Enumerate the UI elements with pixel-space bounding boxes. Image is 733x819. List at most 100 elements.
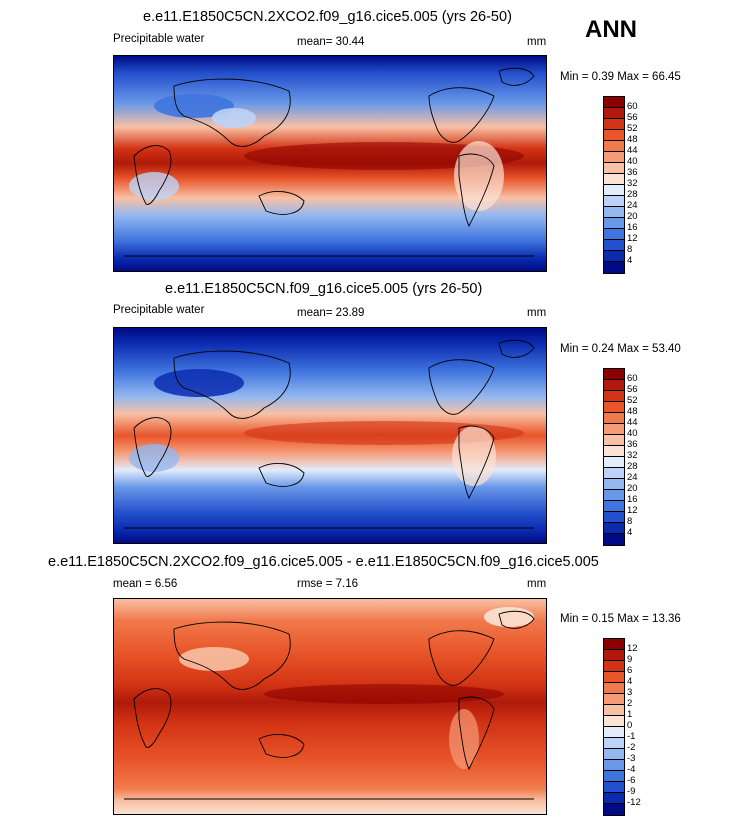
panel1-map bbox=[113, 55, 547, 272]
panel1-colorbar-swatch bbox=[604, 196, 624, 207]
panel1-colorbar-swatch bbox=[604, 163, 624, 174]
panel1-colorbar-swatch bbox=[604, 262, 624, 273]
panel2-colorbar-swatch bbox=[604, 435, 624, 446]
colorbar-tick-label: 24 bbox=[627, 472, 638, 483]
panel2-title: e.e11.E1850C5CN.f09_g16.cice5.005 (yrs 2… bbox=[165, 281, 483, 297]
panel1-colorbar bbox=[603, 96, 625, 274]
colorbar-tick-label: 44 bbox=[627, 145, 638, 156]
colorbar-tick-label: 12 bbox=[627, 233, 638, 244]
panel1-colorbar-swatch bbox=[604, 240, 624, 251]
panel1-colorbar-swatch bbox=[604, 251, 624, 262]
panel2-units: mm bbox=[527, 307, 547, 319]
panel3-rmse-label: rmse = 7.16 bbox=[297, 578, 359, 590]
colorbar-tick-label: 52 bbox=[627, 395, 638, 406]
panel3-colorbar-swatch bbox=[604, 760, 624, 771]
panel3-map bbox=[113, 598, 547, 815]
panel1-colorbar-swatch bbox=[604, 141, 624, 152]
panel2-colorbar bbox=[603, 368, 625, 546]
panel3-units: mm bbox=[527, 578, 547, 590]
colorbar-tick-label: -4 bbox=[627, 764, 636, 775]
colorbar-tick-label: 4 bbox=[627, 255, 633, 266]
panel3-colorbar-swatch bbox=[604, 727, 624, 738]
panel3-colorbar-swatch bbox=[604, 694, 624, 705]
colorbar-tick-label: 48 bbox=[627, 406, 638, 417]
colorbar-tick-label: -2 bbox=[627, 742, 636, 753]
colorbar-tick-label: 28 bbox=[627, 461, 638, 472]
colorbar-tick-label: 40 bbox=[627, 428, 638, 439]
colorbar-tick-label: 4 bbox=[627, 527, 633, 538]
colorbar-tick-label: 56 bbox=[627, 384, 638, 395]
panel3-title: e.e11.E1850C5CN.2XCO2.f09_g16.cice5.005 … bbox=[48, 554, 599, 570]
panel1-colorbar-swatch bbox=[604, 97, 624, 108]
colorbar-tick-label: 8 bbox=[627, 516, 633, 527]
panel3-colorbar-swatch bbox=[604, 749, 624, 760]
panel2-colorbar-swatch bbox=[604, 468, 624, 479]
colorbar-tick-label: 48 bbox=[627, 134, 638, 145]
panel2-colorbar-swatch bbox=[604, 380, 624, 391]
colorbar-tick-label: 28 bbox=[627, 189, 638, 200]
colorbar-tick-label: 60 bbox=[627, 373, 638, 384]
panel3-colorbar-swatch bbox=[604, 782, 624, 793]
panel2-colorbar-swatch bbox=[604, 402, 624, 413]
panel3-minmax: Min = 0.15 Max = 13.36 bbox=[560, 613, 681, 625]
panel2-colorbar-swatch bbox=[604, 413, 624, 424]
colorbar-tick-label: 12 bbox=[627, 505, 638, 516]
panel3-colorbar-swatch bbox=[604, 771, 624, 782]
panel1-colorbar-swatch bbox=[604, 152, 624, 163]
panel1-title: e.e11.E1850C5CN.2XCO2.f09_g16.cice5.005 … bbox=[143, 9, 512, 25]
colorbar-tick-label: 9 bbox=[627, 654, 633, 665]
panel2-colorbar-swatch bbox=[604, 369, 624, 380]
colorbar-tick-label: 20 bbox=[627, 211, 638, 222]
panel3-colorbar-swatch bbox=[604, 672, 624, 683]
panel2-mean-label: mean= 23.89 bbox=[297, 307, 365, 319]
colorbar-tick-label: 16 bbox=[627, 494, 638, 505]
panel1-units: mm bbox=[527, 36, 547, 48]
panel3-colorbar-swatch bbox=[604, 793, 624, 804]
panel1-colorbar-swatch bbox=[604, 229, 624, 240]
panel3-colorbar-swatch bbox=[604, 683, 624, 694]
colorbar-tick-label: -1 bbox=[627, 731, 636, 742]
panel3-colorbar-swatch bbox=[604, 650, 624, 661]
colorbar-tick-label: 8 bbox=[627, 244, 633, 255]
panel1-colorbar-swatch bbox=[604, 108, 624, 119]
panel2-minmax: Min = 0.24 Max = 53.40 bbox=[560, 343, 681, 355]
panel2-colorbar-swatch bbox=[604, 490, 624, 501]
colorbar-tick-label: 4 bbox=[627, 676, 633, 687]
panel2-colorbar-swatch bbox=[604, 523, 624, 534]
panel1-colorbar-swatch bbox=[604, 185, 624, 196]
colorbar-tick-label: 36 bbox=[627, 439, 638, 450]
panel1-colorbar-swatch bbox=[604, 218, 624, 229]
colorbar-tick-label: 16 bbox=[627, 222, 638, 233]
colorbar-tick-label: 6 bbox=[627, 665, 633, 676]
panel2-map bbox=[113, 327, 547, 544]
panel3-colorbar-swatch bbox=[604, 738, 624, 749]
panel3-colorbar bbox=[603, 638, 625, 816]
colorbar-tick-label: 32 bbox=[627, 450, 638, 461]
colorbar-tick-label: 24 bbox=[627, 200, 638, 211]
panel3-colorbar-swatch bbox=[604, 705, 624, 716]
panel3-colorbar-swatch bbox=[604, 804, 624, 815]
panel1-colorbar-swatch bbox=[604, 207, 624, 218]
colorbar-tick-label: 32 bbox=[627, 178, 638, 189]
colorbar-tick-label: 20 bbox=[627, 483, 638, 494]
colorbar-tick-label: -12 bbox=[627, 797, 641, 808]
panel2-colorbar-swatch bbox=[604, 424, 624, 435]
colorbar-tick-label: -3 bbox=[627, 753, 636, 764]
panel2-colorbar-swatch bbox=[604, 446, 624, 457]
colorbar-tick-label: 40 bbox=[627, 156, 638, 167]
colorbar-tick-label: -6 bbox=[627, 775, 636, 786]
colorbar-tick-label: 60 bbox=[627, 101, 638, 112]
colorbar-tick-label: 36 bbox=[627, 167, 638, 178]
colorbar-tick-label: -9 bbox=[627, 786, 636, 797]
colorbar-tick-label: 44 bbox=[627, 417, 638, 428]
panel1-colorbar-swatch bbox=[604, 119, 624, 130]
panel2-colorbar-swatch bbox=[604, 391, 624, 402]
colorbar-tick-label: 0 bbox=[627, 720, 633, 731]
panel2-colorbar-swatch bbox=[604, 534, 624, 545]
colorbar-tick-label: 56 bbox=[627, 112, 638, 123]
panel1-minmax: Min = 0.39 Max = 66.45 bbox=[560, 71, 681, 83]
panel1-mean-label: mean= 30.44 bbox=[297, 36, 365, 48]
colorbar-tick-label: 1 bbox=[627, 709, 633, 720]
panel3-colorbar-swatch bbox=[604, 661, 624, 672]
panel3-mean-label: mean = 6.56 bbox=[113, 578, 178, 590]
